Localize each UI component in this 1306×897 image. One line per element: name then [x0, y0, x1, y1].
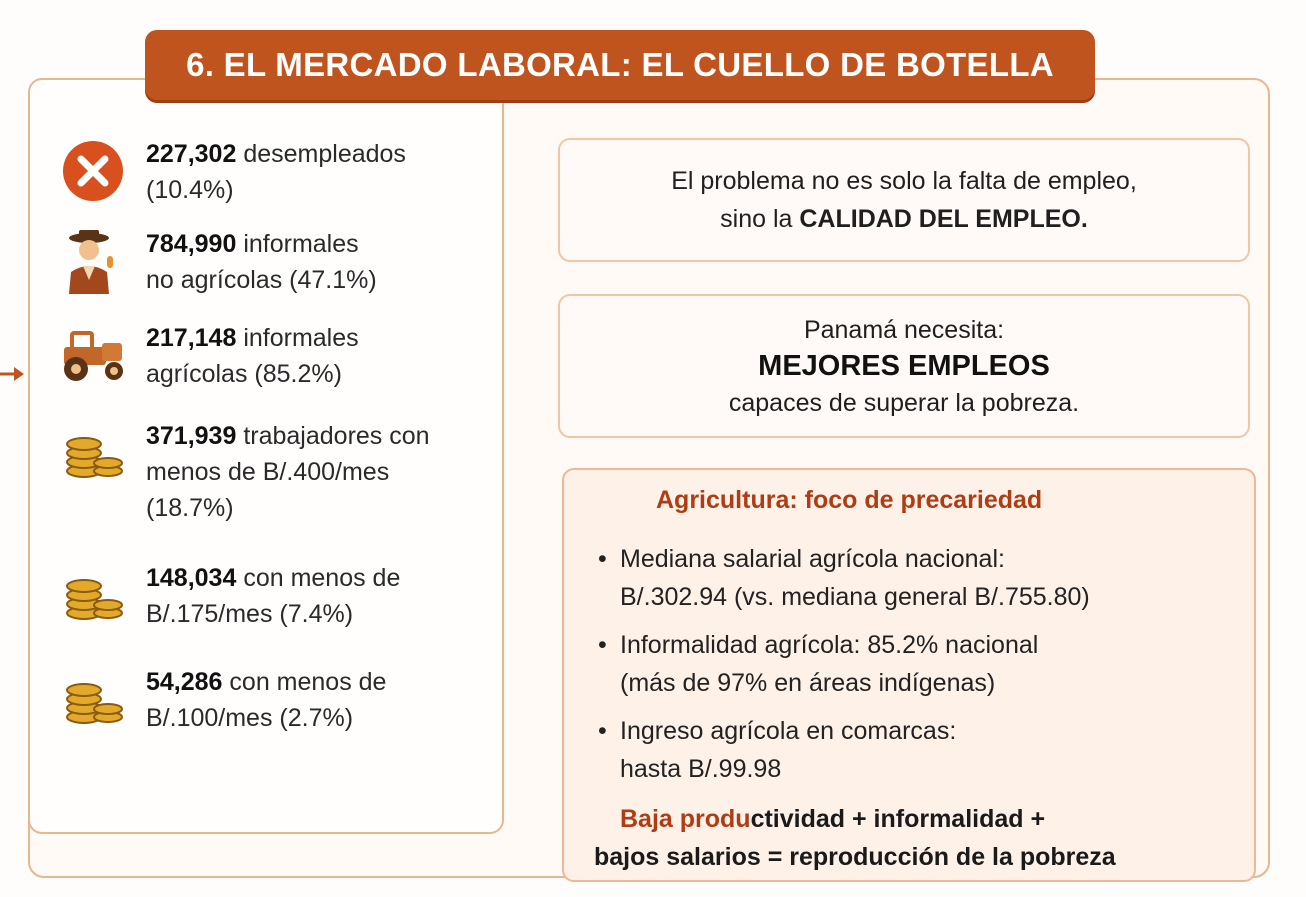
stat-informal-non-agricultural: 784,990 informales no agrícolas (47.1%): [58, 226, 491, 298]
box2-line3: capaces de superar la pobreza.: [728, 389, 1080, 417]
conclusion-line2: bajos salarios = reproducción de la pobr…: [594, 843, 1116, 871]
stat-label: trabajadores con: [236, 422, 430, 450]
stat-under-175: 148,034 con menos de B/.175/mes (7.4%): [58, 560, 491, 632]
stat-detail: agrícolas (85.2%): [146, 360, 342, 388]
coins-icon: [58, 418, 128, 488]
agriculture-box: Agricultura: foco de precariedad Mediana…: [562, 468, 1256, 882]
conclusion-line1: ctividad + informalidad +: [750, 805, 1046, 833]
stat-value: 784,990: [146, 230, 237, 258]
stat-value: 227,302: [146, 140, 237, 168]
stat-under-400: 371,939 trabajadores con menos de B/.400…: [58, 418, 491, 526]
box1-line2-prefix: sino la: [720, 205, 800, 233]
tractor-icon: [58, 320, 128, 390]
x-circle-icon: [58, 136, 128, 206]
agriculture-heading: Agricultura: foco de precariedad: [656, 486, 1043, 514]
stat-percent: (18.7%): [146, 494, 234, 522]
agriculture-conclusion: Baja productividad + informalidad + bajo…: [594, 800, 1116, 876]
stat-detail: B/.100/mes (2.7%): [146, 704, 354, 732]
list-item: Mediana salarial agrícola nacional: B/.3…: [598, 540, 1238, 616]
page-title: 6. EL MERCADO LABORAL: EL CUELLO DE BOTE…: [145, 30, 1095, 100]
stat-value: 217,148: [146, 324, 237, 352]
coins-icon: [58, 664, 128, 734]
employment-quality-box: El problema no es solo la falta de emple…: [558, 138, 1250, 262]
stat-label: con menos de: [222, 668, 387, 696]
list-item: Ingreso agrícola en comarcas: hasta B/.9…: [598, 712, 1238, 788]
box2-line1: Panamá necesita:: [803, 316, 1005, 344]
stat-detail: menos de B/.400/mes: [146, 458, 390, 486]
box1-line2-bold: CALIDAD DEL EMPLEO.: [799, 205, 1088, 233]
stat-value: 54,286: [146, 668, 223, 696]
coins-icon: [58, 560, 128, 630]
conclusion-highlight: Baja produ: [620, 805, 751, 833]
stat-label: con menos de: [236, 564, 401, 592]
stat-value: 371,939: [146, 422, 237, 450]
informal-worker-icon: [58, 226, 128, 296]
stat-informal-agricultural: 217,148 informales agrícolas (85.2%): [58, 320, 491, 392]
stat-label: informales: [236, 324, 359, 352]
arrow-right-icon: [0, 367, 24, 381]
box1-line1: El problema no es solo la falta de emple…: [671, 167, 1137, 195]
better-jobs-box: Panamá necesita: MEJORES EMPLEOS capaces…: [558, 294, 1250, 438]
stat-label: informales: [236, 230, 359, 258]
stat-detail: B/.175/mes (7.4%): [146, 600, 354, 628]
agriculture-bullets: Mediana salarial agrícola nacional: B/.3…: [598, 540, 1238, 798]
stat-under-100: 54,286 con menos de B/.100/mes (2.7%): [58, 664, 491, 736]
stat-value: 148,034: [146, 564, 237, 592]
stat-unemployed: 227,302 desempleados (10.4%): [58, 136, 491, 208]
box2-headline: MEJORES EMPLEOS: [758, 350, 1050, 382]
stat-detail: no agrícolas (47.1%): [146, 266, 377, 294]
stat-label: desempleados: [236, 140, 406, 168]
list-item: Informalidad agrícola: 85.2% nacional (m…: [598, 626, 1238, 702]
stat-detail: (10.4%): [146, 176, 234, 204]
